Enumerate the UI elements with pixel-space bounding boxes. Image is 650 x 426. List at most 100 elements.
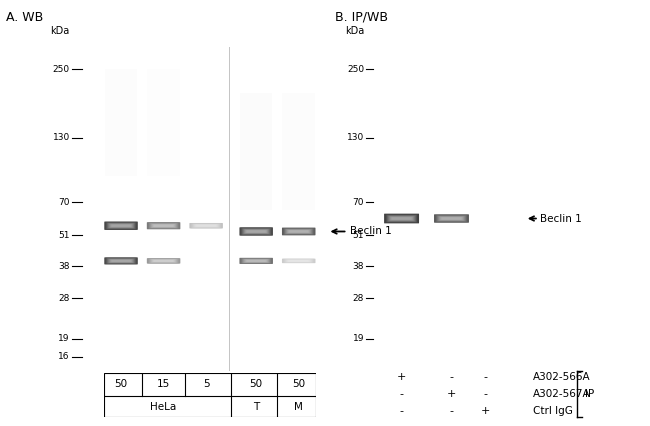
FancyBboxPatch shape [284,259,313,263]
Text: +: + [447,389,456,399]
FancyBboxPatch shape [196,225,216,227]
FancyBboxPatch shape [441,217,461,219]
FancyBboxPatch shape [282,259,315,263]
FancyBboxPatch shape [244,259,268,262]
FancyBboxPatch shape [152,224,176,227]
Text: 28: 28 [353,294,364,302]
Text: +: + [481,406,491,416]
FancyBboxPatch shape [438,216,465,221]
FancyBboxPatch shape [241,228,271,235]
Text: 38: 38 [353,262,364,271]
FancyBboxPatch shape [246,230,267,233]
FancyBboxPatch shape [288,260,309,262]
FancyBboxPatch shape [246,259,267,262]
FancyBboxPatch shape [194,224,219,227]
FancyBboxPatch shape [387,215,416,222]
FancyBboxPatch shape [109,259,134,263]
FancyBboxPatch shape [384,214,419,223]
FancyBboxPatch shape [150,259,177,263]
Bar [105,69,137,176]
Text: 70: 70 [353,198,364,207]
FancyBboxPatch shape [196,225,217,227]
FancyBboxPatch shape [241,259,271,263]
Text: Beclin 1: Beclin 1 [350,227,392,236]
FancyBboxPatch shape [148,222,179,229]
Text: 130: 130 [53,133,70,142]
Text: T: T [253,402,259,412]
FancyBboxPatch shape [246,230,266,233]
Text: kDa: kDa [51,26,70,35]
Text: M: M [294,402,303,412]
FancyBboxPatch shape [190,223,222,228]
FancyBboxPatch shape [242,259,270,263]
FancyBboxPatch shape [288,230,309,233]
FancyBboxPatch shape [111,224,132,227]
FancyBboxPatch shape [109,224,133,228]
FancyBboxPatch shape [150,223,177,228]
FancyBboxPatch shape [105,258,136,264]
FancyBboxPatch shape [287,230,311,233]
FancyBboxPatch shape [244,230,268,233]
FancyBboxPatch shape [107,259,135,263]
Text: 5: 5 [203,380,209,389]
FancyBboxPatch shape [391,217,413,220]
Text: A. WB: A. WB [6,11,44,24]
FancyBboxPatch shape [239,227,273,236]
Text: -: - [400,406,404,416]
FancyBboxPatch shape [240,228,272,235]
Text: 250: 250 [53,65,70,74]
FancyBboxPatch shape [239,258,273,264]
FancyBboxPatch shape [147,258,180,264]
FancyBboxPatch shape [441,217,463,220]
Text: 38: 38 [58,262,70,271]
FancyBboxPatch shape [151,259,176,262]
FancyBboxPatch shape [148,259,179,263]
FancyBboxPatch shape [386,215,417,222]
FancyBboxPatch shape [152,259,176,262]
FancyBboxPatch shape [385,214,418,223]
FancyBboxPatch shape [391,217,411,220]
FancyBboxPatch shape [286,229,311,234]
Text: -: - [400,389,404,399]
FancyBboxPatch shape [244,259,269,263]
FancyBboxPatch shape [104,257,138,265]
Text: 28: 28 [58,294,70,302]
FancyBboxPatch shape [283,259,315,263]
FancyBboxPatch shape [389,216,415,221]
Text: A302-566A: A302-566A [533,372,591,382]
FancyBboxPatch shape [192,224,220,227]
Text: -: - [484,389,488,399]
FancyBboxPatch shape [436,215,467,222]
Text: B. IP/WB: B. IP/WB [335,11,388,24]
Text: 50: 50 [114,380,127,389]
FancyBboxPatch shape [109,223,134,228]
Text: Beclin 1: Beclin 1 [540,213,582,224]
Bar [148,69,180,176]
Text: 51: 51 [58,231,70,240]
FancyBboxPatch shape [107,258,136,264]
FancyBboxPatch shape [149,259,178,263]
Text: 19: 19 [353,334,364,343]
FancyBboxPatch shape [191,224,221,228]
FancyBboxPatch shape [153,225,174,227]
Text: -: - [484,372,488,382]
Text: -: - [450,372,454,382]
FancyBboxPatch shape [240,258,272,264]
FancyBboxPatch shape [285,259,313,262]
FancyBboxPatch shape [107,222,136,229]
Text: -: - [450,406,454,416]
Text: HeLa: HeLa [150,402,177,412]
FancyBboxPatch shape [439,216,463,221]
FancyBboxPatch shape [189,223,223,228]
FancyBboxPatch shape [194,224,218,227]
Text: 250: 250 [347,65,364,74]
FancyBboxPatch shape [109,259,133,263]
Text: kDa: kDa [345,26,364,35]
Text: 19: 19 [58,334,70,343]
FancyBboxPatch shape [244,229,269,234]
FancyBboxPatch shape [105,222,136,230]
FancyBboxPatch shape [283,228,315,235]
Text: 70: 70 [58,198,70,207]
Text: 15: 15 [157,380,170,389]
FancyBboxPatch shape [285,229,313,234]
